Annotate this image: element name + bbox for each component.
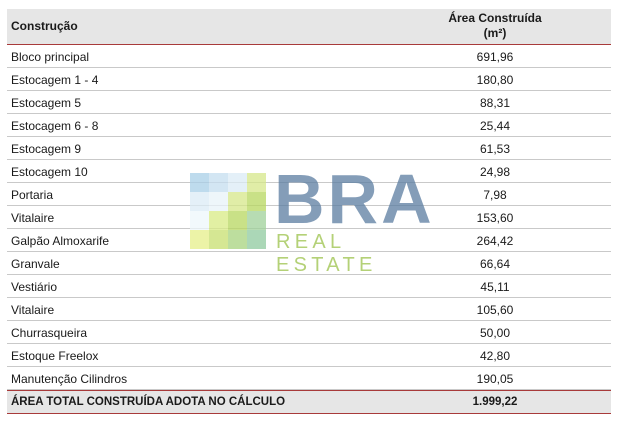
table-row: Estocagem 10 24,98 — [7, 160, 611, 183]
row-name: Estocagem 9 — [11, 142, 82, 156]
row-value: 25,44 — [479, 119, 511, 133]
table-row: Churrasqueira 50,00 — [7, 321, 611, 344]
row-name: Estocagem 1 - 4 — [11, 73, 99, 87]
total-row: ÁREA TOTAL CONSTRUÍDA ADOTA NO CÁLCULO 1… — [7, 390, 611, 414]
table-row: Estocagem 1 - 4 180,80 — [7, 68, 611, 91]
table-row: Estocagem 6 - 8 25,44 — [7, 114, 611, 137]
table-row: Vitalaire 105,60 — [7, 298, 611, 321]
row-value: 264,42 — [476, 234, 514, 248]
table-row: Vitalaire 153,60 — [7, 206, 611, 229]
table-row: Vestiário 45,11 — [7, 275, 611, 298]
row-value: 190,05 — [476, 372, 514, 386]
row-name: Churrasqueira — [11, 326, 88, 340]
row-value: 45,11 — [480, 280, 510, 294]
row-name: Bloco principal — [11, 50, 90, 64]
row-value: 180,80 — [476, 73, 514, 87]
row-value: 50,00 — [479, 326, 511, 340]
table-row: Bloco principal 691,96 — [7, 45, 611, 68]
table-row: Granvale 66,64 — [7, 252, 611, 275]
row-name: Vitalaire — [11, 303, 55, 317]
row-name: Vitalaire — [11, 211, 55, 225]
row-value: 88,31 — [479, 96, 511, 110]
row-value: 42,80 — [479, 349, 511, 363]
table-row: Estocagem 5 88,31 — [7, 91, 611, 114]
row-value: 24,98 — [479, 165, 511, 179]
row-value: 66,64 — [479, 257, 511, 271]
table-row: Estoque Freelox 42,80 — [7, 344, 611, 367]
construction-area-table: Construção Área Construída (m²) Bloco pr… — [7, 9, 611, 414]
row-value: 7,98 — [483, 188, 507, 202]
row-name: Estocagem 6 - 8 — [11, 119, 99, 133]
header-built-area-unit: (m²) — [483, 26, 507, 40]
row-value: 61,53 — [479, 142, 511, 156]
row-name: Estocagem 10 — [11, 165, 88, 179]
header-construction: Construção — [11, 19, 78, 33]
table-row: Galpão Almoxarife 264,42 — [7, 229, 611, 252]
row-name: Galpão Almoxarife — [11, 234, 110, 248]
row-name: Portaria — [11, 188, 54, 202]
row-value: 691,96 — [476, 50, 514, 64]
row-value: 153,60 — [476, 211, 514, 225]
table-row: Portaria 7,98 — [7, 183, 611, 206]
table-row: Estocagem 9 61,53 — [7, 137, 611, 160]
row-name: Estocagem 5 — [11, 96, 82, 110]
row-name: Granvale — [11, 257, 60, 271]
total-label: ÁREA TOTAL CONSTRUÍDA ADOTA NO CÁLCULO — [11, 396, 286, 408]
row-value: 105,60 — [476, 303, 514, 317]
row-name: Estoque Freelox — [11, 349, 99, 363]
row-name: Manutenção Cilindros — [11, 372, 128, 386]
header-built-area-label: Área Construída — [448, 11, 542, 25]
table-row: Manutenção Cilindros 190,05 — [7, 367, 611, 390]
table-header: Construção Área Construída (m²) — [7, 9, 611, 45]
row-name: Vestiário — [11, 280, 58, 294]
header-built-area: Área Construída (m²) — [395, 11, 595, 41]
total-value: 1.999,22 — [472, 396, 518, 408]
